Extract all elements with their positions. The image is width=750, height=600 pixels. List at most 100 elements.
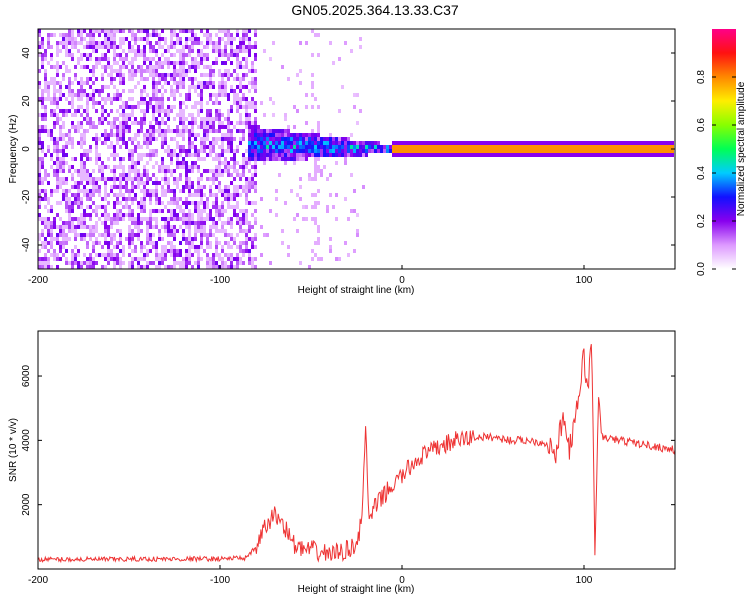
spectrogram-cell (65, 97, 68, 101)
spectrogram-cell (215, 213, 218, 217)
spectrogram-cell (200, 189, 203, 193)
spectrogram-cell (158, 65, 161, 69)
spectrogram-cell (113, 37, 116, 41)
spectrogram-cell (65, 193, 68, 197)
spectrogram-cell (158, 261, 161, 265)
spectrogram-cell (134, 193, 137, 197)
spectrogram-cell (149, 249, 152, 253)
spectrogram-cell (269, 129, 272, 133)
spectrogram-cell (653, 141, 656, 145)
spectrogram-cell (50, 97, 53, 101)
spectrogram-cell (245, 197, 248, 201)
spectrogram-cell (446, 153, 449, 157)
spectrogram-cell (320, 257, 323, 261)
spectrogram-cell (38, 249, 41, 253)
spectrogram-cell (179, 61, 182, 65)
spectrogram-cell (170, 85, 173, 89)
spectrogram-cell (260, 101, 263, 105)
spectrogram-cell (116, 129, 119, 133)
spectrogram-cell (95, 141, 98, 145)
spectrogram-cell (38, 257, 41, 261)
spectrogram-cell (227, 77, 230, 81)
spectrogram-cell (161, 189, 164, 193)
spectrogram-cell (104, 221, 107, 225)
spectrogram-cell (131, 241, 134, 245)
spectrogram-cell (554, 141, 557, 145)
spectrogram-cell (281, 241, 284, 245)
spectrogram-cell (314, 145, 317, 149)
spectrogram-cell (113, 265, 116, 269)
spectrogram-cell (59, 81, 62, 85)
spectrogram-cell (149, 149, 152, 153)
spectrogram-cell (185, 205, 188, 209)
spectrogram-cell (107, 45, 110, 49)
spectrogram-cell (242, 37, 245, 41)
spectrogram-cell (140, 201, 143, 205)
spectrogram-cell (509, 141, 512, 145)
spectrogram-cell (62, 161, 65, 165)
spectrogram-cell (122, 113, 125, 117)
spectrogram-cell (113, 193, 116, 197)
spectrogram-cell (206, 117, 209, 121)
spectrogram-cell (248, 69, 251, 73)
spectrogram-cell (158, 125, 161, 129)
spectrogram-cell (83, 81, 86, 85)
spectrogram-cell (158, 197, 161, 201)
spectrogram-cell (71, 173, 74, 177)
spectrogram-cell (236, 149, 239, 153)
spectrogram-cell (113, 149, 116, 153)
spectrogram-cell (194, 165, 197, 169)
spectrogram-cell (218, 81, 221, 85)
spectrogram-cell (50, 157, 53, 161)
spectrogram-cell (389, 149, 392, 153)
spectrogram-cell (230, 129, 233, 133)
spectrogram-cell (251, 129, 254, 133)
spectrogram-cell (86, 181, 89, 185)
spectrogram-cell (185, 169, 188, 173)
spectrogram-cell (254, 77, 257, 81)
spectrogram-cell (236, 201, 239, 205)
spectrogram-cell (128, 177, 131, 181)
spectrogram-cell (320, 153, 323, 157)
spectrogram-cell (122, 157, 125, 161)
spectrogram-cell (53, 237, 56, 241)
spectrogram-cell (119, 121, 122, 125)
spectrogram-cell (164, 217, 167, 221)
spectrogram-cell (314, 169, 317, 173)
spectrogram-cell (206, 145, 209, 149)
spectrogram-cell (320, 137, 323, 141)
spectrogram-cell (566, 145, 569, 149)
spectrogram-cell (122, 105, 125, 109)
spectrogram-cell (182, 157, 185, 161)
spectrogram-cell (239, 173, 242, 177)
spectrogram-cell (59, 49, 62, 53)
spectrogram-cell (44, 77, 47, 81)
spectrogram-cell (296, 153, 299, 157)
spectrogram-cell (269, 153, 272, 157)
spectrogram-cell (221, 141, 224, 145)
spectrogram-cell (56, 45, 59, 49)
spectrogram-cell (593, 153, 596, 157)
spectrogram-cell (185, 261, 188, 265)
spectrogram-cell (56, 145, 59, 149)
spectrogram-cell (629, 149, 632, 153)
spectrogram-cell (98, 185, 101, 189)
spectrogram-cell (131, 73, 134, 77)
spectrogram-cell (284, 149, 287, 153)
spectrogram-cell (86, 233, 89, 237)
spectrogram-cell (281, 145, 284, 149)
spectrogram-cell (176, 185, 179, 189)
spectrogram-cell (656, 153, 659, 157)
spectrogram-cell (41, 61, 44, 65)
spectrogram-cell (554, 153, 557, 157)
spectrogram-cell (191, 49, 194, 53)
spectrogram-cell (74, 169, 77, 173)
spectrogram-cell (296, 73, 299, 77)
spectrogram-cell (542, 141, 545, 145)
spectrogram-cell (77, 233, 80, 237)
spectrogram-cell (155, 69, 158, 73)
spectrogram-cell (101, 205, 104, 209)
spectrogram-cell (74, 181, 77, 185)
spectrogram-cell (80, 225, 83, 229)
spectrogram-cell (668, 149, 671, 153)
